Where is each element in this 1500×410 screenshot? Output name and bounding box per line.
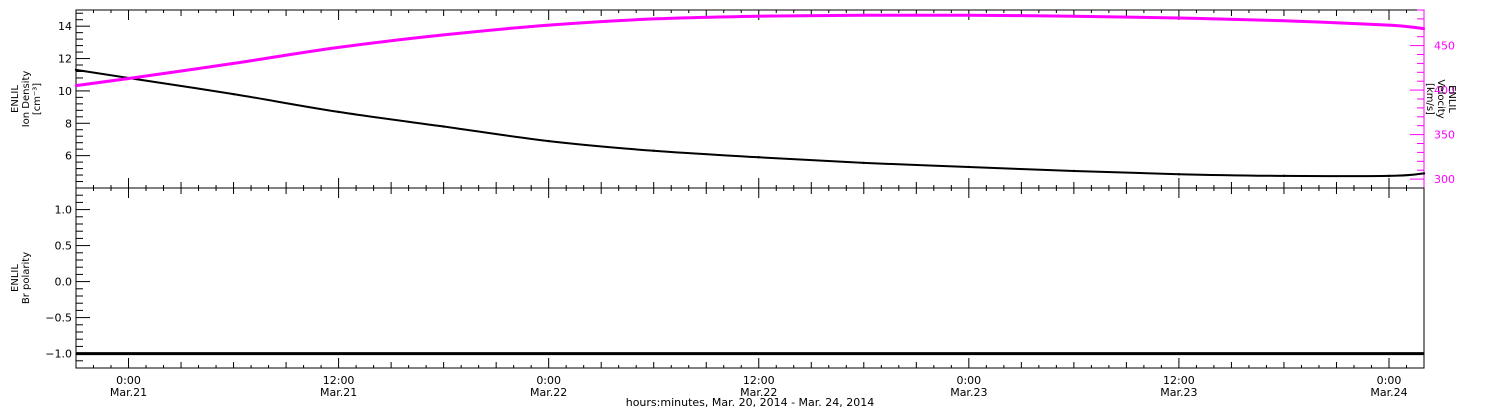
x-axis: 0:00Mar.2112:00Mar.210:00Mar.2212:00Mar.…: [110, 374, 1408, 399]
top-panel: 6 8 10 12 14 300 350 400 450 ENLILIon Density[cm⁻…: [10, 9, 1457, 189]
bottom-y-axis-title: ENLILBr polarity: [10, 252, 32, 304]
density-series-point: [862, 161, 865, 165]
bottom-panel-frame: [75, 187, 1425, 369]
left-y-tick-label: 14: [58, 20, 72, 33]
left-y-tick-label: 1.0: [55, 204, 73, 217]
right-y-tick-label: 300: [1434, 173, 1455, 186]
left-y-tick-label: −1.0: [45, 348, 72, 361]
velocity-series-point: [232, 62, 235, 65]
velocity-series-point: [1177, 16, 1181, 20]
density-series-point: [442, 125, 445, 128]
right-y-axis-title: ENLILVelocity[km/s]: [1424, 79, 1457, 118]
left-y-tick-label: 10: [58, 85, 72, 98]
x-tick-label-time: 0:00: [116, 374, 141, 387]
x-axis-title: hours:minutes, Mar. 20, 2014 - Mar. 24, …: [626, 396, 875, 409]
velocity-series-point: [1072, 15, 1076, 18]
density-series-point: [1422, 172, 1426, 175]
left-y-tick-label: 0.0: [55, 276, 73, 289]
velocity-series-point: [862, 14, 865, 17]
x-tick-label-time: 0:00: [536, 374, 561, 387]
density-series-point: [1072, 169, 1076, 173]
left-y-tick-label: 12: [58, 53, 72, 66]
velocity-series-point: [337, 46, 340, 49]
x-tick-label-time: 12:00: [1163, 374, 1195, 387]
x-tick-label-date: Mar.21: [320, 386, 357, 399]
left-y-tick-label: 8: [65, 117, 72, 130]
density-series-point: [1387, 174, 1391, 178]
density-series-point: [74, 68, 78, 72]
density-series-point: [757, 156, 760, 159]
velocity-series-point: [1387, 23, 1391, 27]
velocity-series-point: [127, 77, 130, 80]
velocity-series-point: [442, 33, 445, 37]
x-tick-label-time: 0:00: [956, 374, 981, 387]
left-y-tick-label: −0.5: [45, 312, 72, 325]
right-y-tick-label: 400: [1434, 84, 1455, 97]
density-series-point: [967, 165, 971, 169]
left-y-axis-title: ENLILIon Density[cm⁻³]: [10, 71, 43, 128]
density-series-point: [652, 149, 655, 152]
x-tick-label-date: Mar.21: [110, 386, 147, 399]
x-tick-label-time: 12:00: [743, 374, 775, 387]
x-tick-label-time: 0:00: [1377, 374, 1402, 387]
velocity-series-point: [967, 14, 971, 17]
x-tick-label-date: Mar.22: [530, 386, 567, 399]
x-tick-label-date: Mar.24: [1370, 386, 1407, 399]
velocity-series-point: [1422, 27, 1426, 30]
x-tick-label-time: 12:00: [323, 374, 355, 387]
velocity-series-point: [652, 17, 655, 21]
density-series-point: [547, 139, 550, 143]
velocity-series: [75, 13, 1425, 88]
left-y-tick-label: 6: [65, 150, 72, 163]
density-series-point: [232, 92, 235, 96]
right-y-tick-label: 450: [1434, 40, 1455, 53]
x-tick-label-date: Mar.23: [1160, 386, 1197, 399]
velocity-series-point: [74, 84, 78, 87]
right-y-tick-label: 350: [1434, 129, 1455, 142]
left-y-tick-label: 0.5: [55, 240, 73, 253]
velocity-series-point: [547, 23, 550, 27]
density-series: [75, 68, 1425, 178]
top-panel-frame: [75, 9, 1425, 189]
velocity-series-point: [1282, 19, 1286, 22]
x-tick-label-date: Mar.22: [740, 386, 777, 399]
x-tick-label-date: Mar.23: [950, 386, 987, 399]
density-series-point: [337, 110, 340, 114]
density-series-point: [1282, 174, 1286, 178]
velocity-series-point: [757, 15, 760, 18]
density-series-point: [1177, 173, 1181, 176]
bottom-panel: −1.0 −0.5 0.0 0.5 1.0 ENLILBr polarity: [10, 187, 1425, 369]
